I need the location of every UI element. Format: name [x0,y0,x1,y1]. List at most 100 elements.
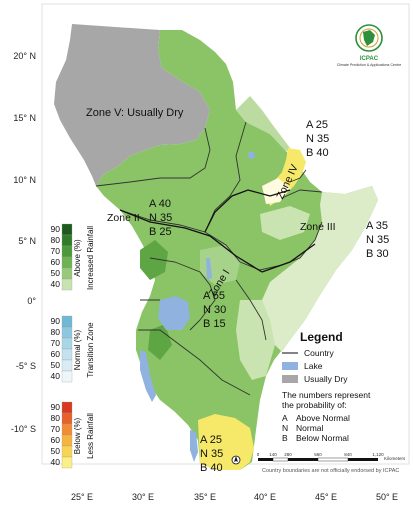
legend-usually-dry-label: Usually Dry [304,374,348,384]
lake-victoria [158,296,190,330]
probability-line: A 25 [306,119,328,131]
colorbar-tick-label: 50 [51,446,61,456]
probability-line: A 40 [149,198,171,210]
probability-line: N 35 [149,212,172,224]
legend-key-b: B [282,433,288,443]
colorbar-swatch [61,456,73,469]
lat-label-10s: -10° S [11,424,36,434]
colorbar-above-title: Increased Rainfall [86,226,95,290]
probability-line: N 30 [203,304,226,316]
legend-note-line: the probability of: [282,400,347,410]
scale-segment [272,457,289,462]
dark-green-patch-2 [148,324,172,360]
colorbar-tick-label: 60 [51,349,61,359]
lake-tanganyika [140,350,156,402]
colorbar-tick-label: 40 [51,371,61,381]
lake-turkana [206,258,212,280]
lat-label-0: 0° [27,296,36,306]
colorbar-tick-label: 40 [51,279,61,289]
scale-unit: Kilometers [384,456,406,461]
lake-tana [248,152,255,159]
probability-line: B 30 [366,248,389,260]
colorbar-swatch [61,445,73,458]
probability-line: B 40 [306,147,329,159]
colorbar-tick-label: 70 [51,424,61,434]
scale-tick: 0 [257,452,260,457]
zone-ii-label: Zone II [107,212,140,224]
scale-segment [258,458,273,461]
probability-line: B 25 [149,226,172,238]
colorbar-swatch [61,348,73,361]
colorbar-tick-label: 80 [51,327,61,337]
lat-label-15n: 15° N [13,113,36,123]
colorbar-labels: Above (%) Increased Rainfall Normal (%) … [73,226,95,459]
probability-line: N 35 [200,448,223,460]
colorbar-tick-label: 90 [51,224,61,234]
probability-line: B 40 [200,462,223,474]
legend-lake-swatch [282,362,298,370]
usually-dry-region [54,24,210,186]
probability-zone-i: A 55 N 30 B 15 [203,290,226,330]
colorbar-tick-label: 80 [51,235,61,245]
legend-key-b-label: Below Normal [296,433,349,443]
scale-tick: 140 [269,452,277,457]
lon-label-50e: 50° E [376,492,398,502]
colorbar-above-category: Above (%) [73,239,82,277]
colorbar-below-title: Less Rainfall [86,413,95,459]
colorbar-swatch [61,423,73,436]
legend-key-n: N [282,423,288,433]
colorbar-swatch [61,234,73,247]
colorbar-tick-label: 50 [51,268,61,278]
legend-note-line: The numbers represent [282,390,371,400]
lon-label-30e: 30° E [132,492,154,502]
legend-key-a-label: Above Normal [296,413,350,423]
scale-tick: 1,120 [372,452,384,457]
south-yellow-region [198,414,254,470]
colorbar-swatch [61,315,73,328]
somalia-pale-region [262,186,378,352]
scale-tick: 560 [314,452,322,457]
colorbar-swatch [61,370,73,383]
lake-malawi [190,430,198,462]
colorbar-swatch [61,267,73,280]
probability-line: N 35 [306,133,329,145]
light-green-patch-1 [236,300,275,380]
probability-zone-ii: A 40 N 35 B 25 [149,198,172,238]
colorbar-normal-category: Normal (%) [73,329,82,370]
scale-tick: 840 [344,452,352,457]
lat-label-5n: 5° N [18,236,36,246]
colorbar-tick-label: 90 [51,402,61,412]
light-green-patch-3 [260,206,310,240]
lon-label-25e: 25° E [71,492,93,502]
north-arrow-icon [231,455,241,465]
legend-panel: Legend Country Lake Usually Dry The numb… [282,330,371,443]
legend-title: Legend [300,330,343,344]
scale-tick: 280 [284,452,292,457]
colorbar-tick-label: 70 [51,338,61,348]
probability-zone-iii: A 35 N 35 B 30 [366,220,389,260]
longitude-labels: 25° E 30° E 35° E 40° E 45° E 50° E [71,492,398,502]
colorbar-tick-label: 90 [51,316,61,326]
colorbar-swatch [61,278,73,291]
icpac-logo: ICPAC Climate Prediction & Applications … [337,24,401,67]
disclaimer: Country boundaries are not officially en… [262,468,399,474]
lon-label-40e: 40° E [254,492,276,502]
colorbar-swatch [61,326,73,339]
lat-label-5s: -5° S [16,361,36,371]
dark-green-patch-1 [140,240,168,280]
zone-v-label: Zone V: Usually Dry [86,107,184,119]
scale-segment [348,458,378,461]
probability-line: A 25 [200,434,222,446]
scale-segment [288,458,318,461]
zone-iii-label: Zone III [300,221,336,233]
colorbar-swatch [61,401,73,414]
lat-label-10n: 10° N [13,175,36,185]
legend-key-n-label: Normal [296,423,324,433]
colorbar-tick-label: 50 [51,360,61,370]
probability-line: A 55 [203,290,225,302]
probability-south: A 25 N 35 B 40 [200,434,223,474]
